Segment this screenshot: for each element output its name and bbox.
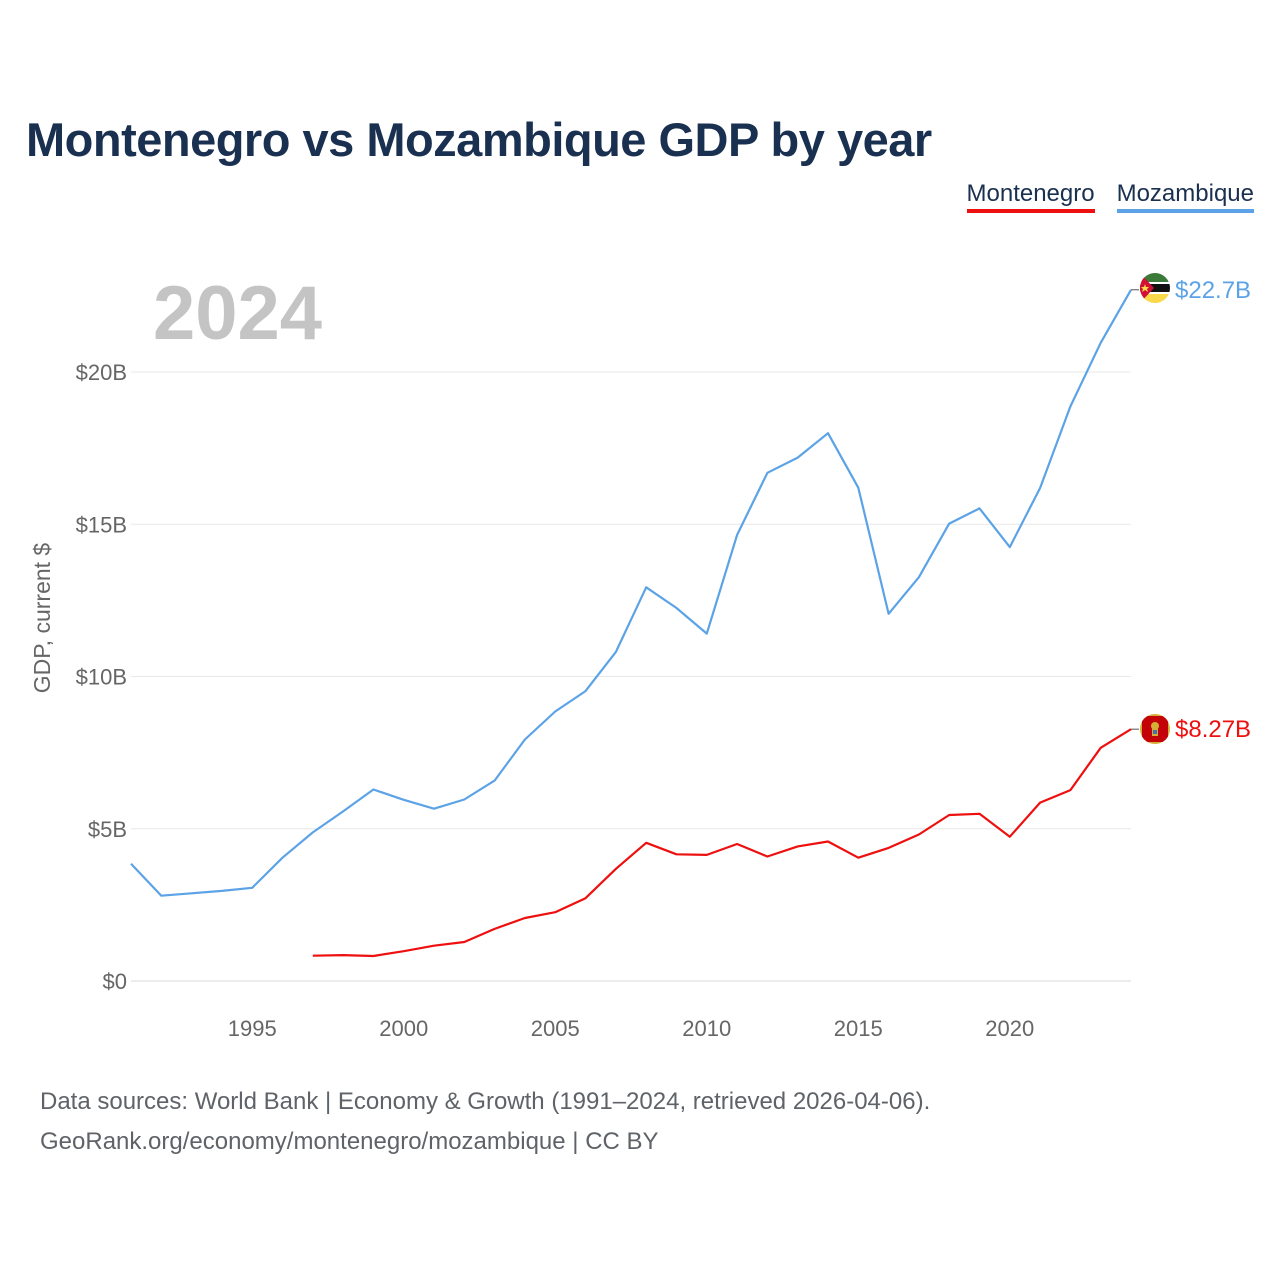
chart-title: Montenegro vs Mozambique GDP by year	[26, 113, 932, 166]
x-tick-label: 2010	[682, 1016, 731, 1041]
y-axis-title: GDP, current $	[29, 543, 55, 694]
legend-item-mozambique[interactable]: Mozambique	[1116, 180, 1254, 213]
gdp-line-chart: 2024 GDP, current $ $0 $5B $10B $15B $20B 199…	[29, 271, 1251, 1041]
montenegro-flag-icon	[1140, 714, 1170, 744]
y-tick-label: $5B	[88, 817, 127, 842]
y-tick-label: $20B	[76, 360, 127, 385]
end-value-label-montenegro: $8.27B	[1175, 716, 1251, 743]
sources-line-1: Data sources: World Bank | Economy & Gro…	[40, 1088, 931, 1115]
y-tick-label: $15B	[76, 512, 127, 537]
x-tick-label: 2015	[834, 1016, 883, 1041]
mozambique-flag-icon	[1140, 273, 1170, 303]
x-tick-label: 2020	[985, 1016, 1034, 1041]
series-line-montenegro	[312, 728, 1132, 958]
y-tick-label: $0	[103, 969, 127, 994]
legend-item-montenegro[interactable]: Montenegro	[966, 180, 1095, 213]
end-value-label-mozambique: $22.7B	[1175, 277, 1251, 304]
current-year-label: 2024	[153, 271, 322, 356]
data-sources: Data sources: World Bank | Economy & Gro…	[40, 1082, 930, 1162]
legend: Montenegro Mozambique	[966, 180, 1254, 213]
x-tick-label: 2005	[531, 1016, 580, 1041]
y-tick-label: $10B	[76, 665, 127, 690]
series-line-mozambique	[130, 289, 1132, 897]
sources-line-2: GeoRank.org/economy/montenegro/mozambiqu…	[40, 1128, 659, 1155]
x-tick-label: 2000	[379, 1016, 428, 1041]
x-tick-label: 1995	[228, 1016, 277, 1041]
